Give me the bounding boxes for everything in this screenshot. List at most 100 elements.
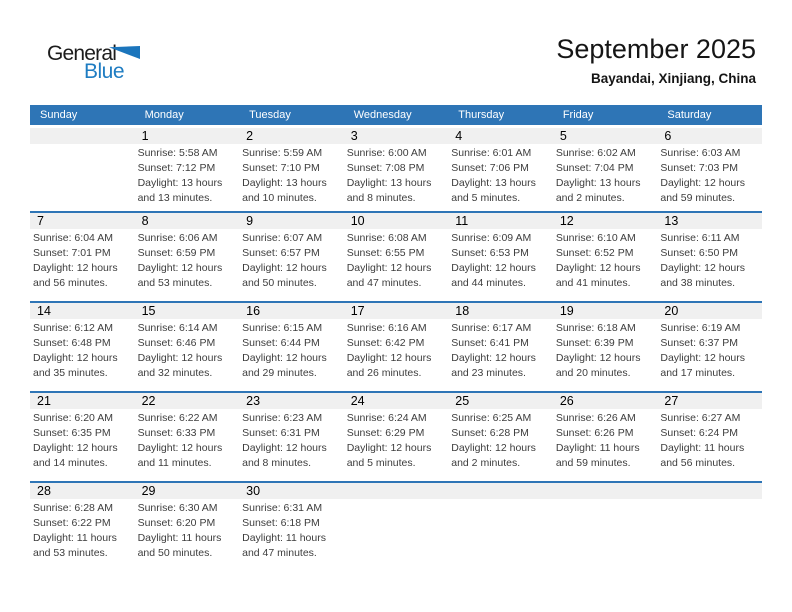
daylight-hours-text: Daylight: 12 hours (346, 442, 432, 454)
day-number: 5 (559, 129, 567, 143)
day-cell: Sunrise: 6:17 AM Sunset: 6:41 PM Daylight:… (448, 319, 553, 381)
sunset-text: Sunset: 6:59 PM (137, 247, 216, 259)
daylight-hours-text: Daylight: 12 hours (555, 352, 641, 364)
day-cell: Sunrise: 6:22 AM Sunset: 6:33 PM Daylight:… (135, 409, 240, 471)
day-number: 26 (559, 394, 574, 408)
sunset-text: Sunset: 7:01 PM (33, 247, 111, 259)
day-cell: Sunrise: 5:59 AM Sunset: 7:10 PM Daylight:… (239, 144, 344, 206)
sunset-text: Sunset: 6:22 PM (33, 517, 111, 529)
calendar-week-row: 21 22 23 24 25 26 27 Sunrise: 6:20 AM Sunset: 6:… (30, 391, 762, 481)
day-number: 3 (350, 129, 358, 143)
empty-day-cell (553, 499, 658, 561)
empty-day-number (30, 128, 135, 144)
sunrise-text: Sunrise: 6:30 AM (137, 502, 218, 514)
weekday-header-cell: Monday (144, 109, 184, 121)
sunrise-text: Sunrise: 6:03 AM (660, 147, 741, 159)
logo-text-blue: Blue (84, 60, 125, 83)
sunrise-text: Sunrise: 5:58 AM (137, 147, 218, 159)
day-number: 24 (350, 394, 365, 408)
empty-day-cell (30, 144, 135, 206)
day-number-band: 14 15 16 17 18 19 20 (30, 303, 762, 319)
sunrise-text: Sunrise: 5:59 AM (242, 147, 323, 159)
daylight-minutes-text: and 11 minutes. (137, 457, 212, 469)
daylight-minutes-text: and 50 minutes. (242, 277, 317, 289)
calendar-week-row: 14 15 16 17 18 19 20 Sunrise: 6:12 AM Sunset: 6:… (30, 301, 762, 391)
weekday-header-cell: Tuesday (249, 109, 291, 121)
day-number: 9 (246, 214, 254, 228)
day-number: 2 (246, 129, 254, 143)
daylight-hours-text: Daylight: 12 hours (346, 262, 432, 274)
daylight-hours-text: Daylight: 12 hours (451, 442, 536, 454)
sunset-text: Sunset: 6:37 PM (660, 337, 739, 349)
sunrise-text: Sunrise: 6:06 AM (137, 232, 218, 244)
weekday-header-cell: Sunday (40, 109, 78, 121)
day-number: 12 (559, 214, 574, 228)
daylight-hours-text: Daylight: 13 hours (451, 177, 536, 189)
daylight-hours-text: Daylight: 12 hours (660, 177, 746, 189)
sunset-text: Sunset: 6:31 PM (242, 427, 320, 439)
weekday-header-cell: Saturday (667, 109, 712, 121)
day-cell: Sunrise: 6:01 AM Sunset: 7:06 PM Daylight:… (448, 144, 553, 206)
sunrise-text: Sunrise: 6:09 AM (451, 232, 532, 244)
sunrise-text: Sunrise: 6:15 AM (242, 322, 323, 334)
daylight-minutes-text: and 14 minutes. (33, 457, 108, 469)
sunrise-text: Sunrise: 6:10 AM (555, 232, 636, 244)
sunrise-text: Sunrise: 6:08 AM (346, 232, 427, 244)
day-number: 15 (141, 304, 156, 318)
empty-day-cell (344, 499, 449, 561)
daylight-hours-text: Daylight: 11 hours (242, 532, 326, 544)
day-number: 29 (141, 484, 156, 498)
day-number: 4 (455, 129, 463, 143)
daylight-minutes-text: and 38 minutes. (660, 277, 736, 289)
sunrise-text: Sunrise: 6:25 AM (451, 412, 532, 424)
daylight-hours-text: Daylight: 12 hours (137, 352, 223, 364)
daylight-hours-text: Daylight: 12 hours (137, 442, 223, 454)
day-number: 22 (141, 394, 156, 408)
sunset-text: Sunset: 7:06 PM (451, 162, 529, 174)
daylight-minutes-text: and 59 minutes. (660, 192, 736, 204)
daylight-hours-text: Daylight: 12 hours (451, 352, 536, 364)
daylight-hours-text: Daylight: 12 hours (242, 262, 327, 274)
daylight-minutes-text: and 53 minutes. (137, 277, 213, 289)
empty-day-cell (448, 499, 553, 561)
day-cell: Sunrise: 6:11 AM Sunset: 6:50 PM Daylight:… (657, 229, 762, 291)
sunset-text: Sunset: 7:10 PM (242, 162, 320, 174)
daylight-hours-text: Daylight: 12 hours (555, 262, 641, 274)
empty-day-cell (657, 499, 762, 561)
sunset-text: Sunset: 6:39 PM (555, 337, 634, 349)
day-number: 6 (664, 129, 672, 143)
sunrise-text: Sunrise: 6:18 AM (555, 322, 636, 334)
day-cell: Sunrise: 6:26 AM Sunset: 6:26 PM Daylight:… (553, 409, 658, 471)
week-details-row: Sunrise: 6:12 AM Sunset: 6:48 PM Daylight:… (30, 319, 762, 381)
sunrise-text: Sunrise: 6:11 AM (660, 232, 740, 244)
empty-day-number (553, 483, 658, 499)
day-number: 27 (664, 394, 679, 408)
daylight-minutes-text: and 47 minutes. (242, 547, 317, 559)
weekday-header-cell: Thursday (458, 109, 505, 121)
daylight-minutes-text: and 8 minutes. (346, 192, 416, 204)
sunrise-text: Sunrise: 6:01 AM (451, 147, 532, 159)
sunrise-text: Sunrise: 6:17 AM (451, 322, 532, 334)
daylight-minutes-text: and 17 minutes. (660, 367, 736, 379)
day-cell: Sunrise: 6:12 AM Sunset: 6:48 PM Daylight:… (30, 319, 135, 381)
day-number: 10 (350, 214, 365, 228)
sunset-text: Sunset: 6:44 PM (242, 337, 320, 349)
day-number: 21 (37, 394, 51, 408)
week-details-row: Sunrise: 6:04 AM Sunset: 7:01 PM Daylight:… (30, 229, 762, 291)
sunrise-text: Sunrise: 6:07 AM (242, 232, 323, 244)
page-subtitle-location: Bayandai, Xinjiang, China (590, 71, 756, 86)
day-number: 17 (350, 304, 365, 318)
day-number: 14 (37, 304, 51, 318)
sunset-text: Sunset: 6:46 PM (137, 337, 216, 349)
day-number: 23 (246, 394, 261, 408)
sunrise-text: Sunrise: 6:20 AM (33, 412, 113, 424)
sunset-text: Sunset: 6:26 PM (555, 427, 634, 439)
week-details-row: Sunrise: 6:20 AM Sunset: 6:35 PM Daylight:… (30, 409, 762, 471)
sunset-text: Sunset: 6:28 PM (451, 427, 529, 439)
day-cell: Sunrise: 6:08 AM Sunset: 6:55 PM Daylight:… (344, 229, 449, 291)
sunset-text: Sunset: 6:50 PM (660, 247, 739, 259)
sunrise-text: Sunrise: 6:00 AM (346, 147, 427, 159)
sunset-text: Sunset: 6:24 PM (660, 427, 739, 439)
daylight-hours-text: Daylight: 13 hours (137, 177, 223, 189)
